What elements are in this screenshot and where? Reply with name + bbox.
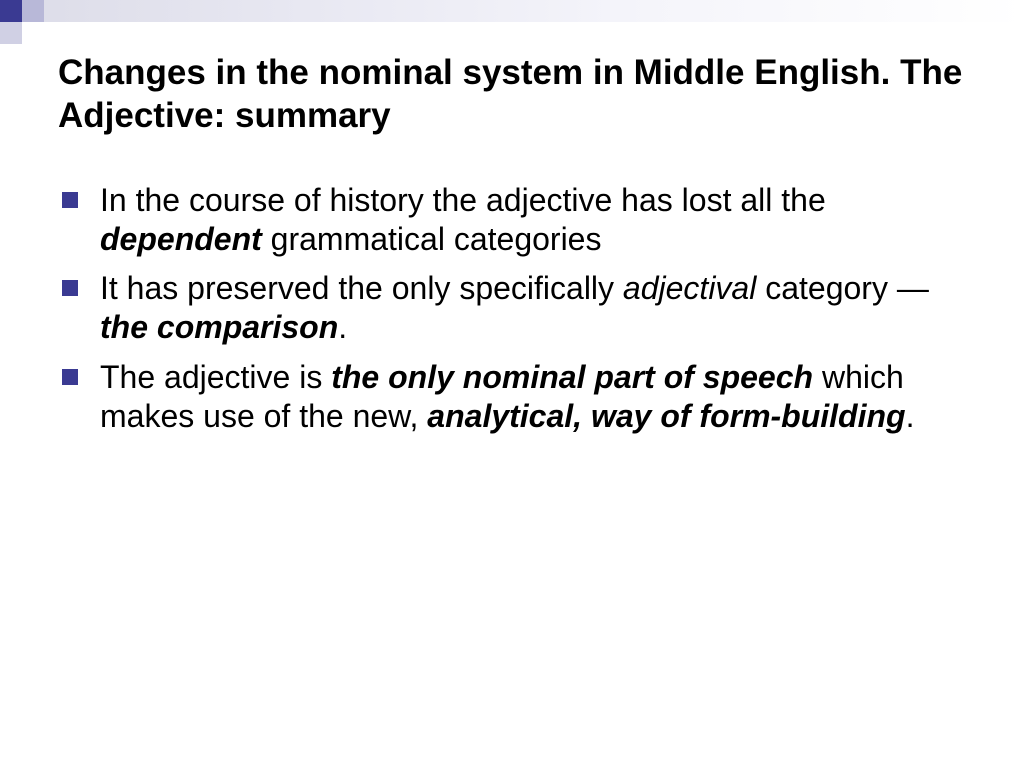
text-run: grammatical categories xyxy=(262,221,602,257)
bullet-list: In the course of history the adjective h… xyxy=(58,181,984,435)
bullet-item: The adjective is the only nominal part o… xyxy=(62,358,984,436)
text-run: It has preserved the only specifically xyxy=(100,270,623,306)
text-run: . xyxy=(338,309,347,345)
text-run: adjectival xyxy=(623,270,756,306)
text-run: In the course of history the adjective h… xyxy=(100,182,826,218)
bullet-item: In the course of history the adjective h… xyxy=(62,181,984,259)
corner-decoration xyxy=(0,0,44,44)
corner-square-light xyxy=(22,0,44,22)
corner-square-pale xyxy=(0,22,22,44)
bullet-item: It has preserved the only specifically a… xyxy=(62,269,984,347)
corner-square-dark xyxy=(0,0,22,22)
text-run: The adjective is xyxy=(100,359,331,395)
text-run: . xyxy=(906,398,915,434)
text-run: the only nominal part of speech xyxy=(331,359,813,395)
slide-title: Changes in the nominal system in Middle … xyxy=(58,52,984,137)
text-run: analytical, way of form-building xyxy=(427,398,905,434)
corner-square-white xyxy=(22,22,44,44)
text-run: dependent xyxy=(100,221,262,257)
slide-content: Changes in the nominal system in Middle … xyxy=(58,52,984,446)
text-run: category — xyxy=(756,270,929,306)
top-gradient-bar xyxy=(0,0,1024,22)
text-run: the comparison xyxy=(100,309,338,345)
